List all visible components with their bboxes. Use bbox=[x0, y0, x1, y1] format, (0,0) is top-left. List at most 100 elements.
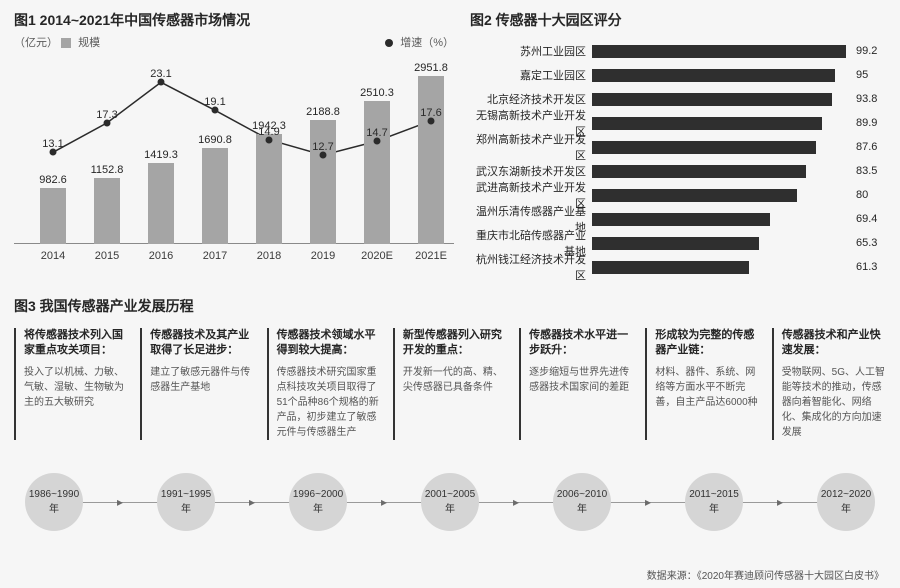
arrow-icon: ▸ bbox=[777, 495, 783, 509]
arrow-icon: ▸ bbox=[117, 495, 123, 509]
ranking-value: 89.9 bbox=[856, 117, 890, 129]
timeline-axis: 1986~1990年 ▸ 1991~1995年 ▸ 1996~2000年 ▸ 2001~20… bbox=[14, 466, 886, 538]
ranking-label: 苏州工业园区 bbox=[470, 43, 592, 59]
timeline-node: 2001~2005年 bbox=[421, 473, 479, 531]
chart1-x-label: 2021E bbox=[404, 250, 458, 262]
ranking-value: 95 bbox=[856, 69, 890, 81]
ranking-value: 69.4 bbox=[856, 213, 890, 225]
timeline-panel: 图3 我国传感器产业发展历程 将传感器技术列入国家重点攻关项目：投入了以机械、力… bbox=[14, 296, 886, 566]
ranking-value: 61.3 bbox=[856, 261, 890, 273]
timeline-bubble: 1996~2000年 bbox=[289, 473, 347, 531]
timeline-card-body: 材料、器件、系统、网络等方面水平不断完善，自主产品达6000种 bbox=[655, 365, 759, 410]
timeline-node: 1986~1990年 bbox=[25, 473, 83, 531]
chart1-point-label: 23.1 bbox=[150, 68, 171, 80]
data-source: 数据来源：《2020年赛迪顾问传感器十大园区白皮书》 bbox=[647, 567, 884, 582]
ranking-bar bbox=[592, 189, 797, 202]
timeline-card: 传感器技术和产业快速发展：受物联网、5G、人工智能等技术的推动，传感器向着智能化… bbox=[772, 328, 886, 440]
timeline-card: 传感器技术领域水平得到较大提高：传感器技术研究国家重点科技攻关项目取得了51个品… bbox=[267, 328, 381, 440]
chart2-title: 图2 传感器十大园区评分 bbox=[470, 10, 890, 30]
ranking-bar bbox=[592, 261, 749, 274]
chart1-bar bbox=[310, 120, 336, 244]
chart1-x-label: 2020E bbox=[350, 250, 404, 262]
chart1-title: 图1 2014~2021年中国传感器市场情况 bbox=[14, 10, 454, 30]
timeline-card-body: 传感器技术研究国家重点科技攻关项目取得了51个品种86个规格的新产品，初步建立了… bbox=[277, 365, 381, 440]
timeline-bubble: 1991~1995年 bbox=[157, 473, 215, 531]
chart1-plot: 982.6201413.11152.8201517.31419.3201623.… bbox=[14, 62, 454, 262]
ranking-bar bbox=[592, 117, 822, 130]
ranking-bar bbox=[592, 45, 846, 58]
timeline-card-head: 形成较为完整的传感器产业链： bbox=[655, 328, 759, 359]
timeline-card-head: 传感器技术及其产业取得了长足进步： bbox=[150, 328, 254, 359]
ranking-track bbox=[592, 213, 850, 226]
arrow-icon: ▸ bbox=[381, 495, 387, 509]
chart1-bar-label: 982.6 bbox=[26, 174, 80, 186]
chart1-point-label: 17.3 bbox=[96, 109, 117, 121]
ranking-row: 苏州工业园区99.2 bbox=[470, 40, 890, 62]
chart1-yunit: （亿元） bbox=[14, 37, 58, 49]
timeline-node: 2011~2015年 bbox=[685, 473, 743, 531]
chart1-legend-row: （亿元） 规模 增速（%） bbox=[14, 34, 454, 50]
ranking-value: 80 bbox=[856, 189, 890, 201]
ranking-label: 武汉东湖新技术开发区 bbox=[470, 163, 592, 179]
ranking-row: 郑州高新技术产业开发区87.6 bbox=[470, 136, 890, 158]
chart1-x-label: 2017 bbox=[188, 250, 242, 262]
timeline-bubble: 1986~1990年 bbox=[25, 473, 83, 531]
chart1-bar-label: 1690.8 bbox=[188, 134, 242, 146]
ranking-track bbox=[592, 237, 850, 250]
timeline-card-head: 将传感器技术列入国家重点攻关项目： bbox=[24, 328, 128, 359]
timeline-card-head: 传感器技术水平进一步跃升： bbox=[529, 328, 633, 359]
chart1-x-label: 2016 bbox=[134, 250, 188, 262]
chart1-bar-label: 2188.8 bbox=[296, 106, 350, 118]
chart1-point-label: 13.1 bbox=[42, 138, 63, 150]
ranking-bar bbox=[592, 141, 816, 154]
park-ranking-panel: 图2 传感器十大园区评分 苏州工业园区99.2嘉定工业园区95北京经济技术开发区… bbox=[470, 10, 890, 270]
ranking-bar bbox=[592, 69, 835, 82]
timeline-card: 传感器技术水平进一步跃升：逐步缩短与世界先进传感器技术国家间的差距 bbox=[519, 328, 633, 440]
chart1-bar-label: 1419.3 bbox=[134, 149, 188, 161]
timeline-bubble: 2012~2020年 bbox=[817, 473, 875, 531]
ranking-bar bbox=[592, 165, 806, 178]
market-chart-panel: 图1 2014~2021年中国传感器市场情况 （亿元） 规模 增速（%） 982… bbox=[14, 10, 454, 270]
ranking-value: 93.8 bbox=[856, 93, 890, 105]
chart1-bar bbox=[94, 178, 120, 244]
ranking-track bbox=[592, 45, 850, 58]
ranking-bar bbox=[592, 237, 759, 250]
chart1-right-legend: 增速（%） bbox=[385, 34, 454, 50]
ranking-track bbox=[592, 165, 850, 178]
timeline-card-head: 新型传感器列入研究开发的重点： bbox=[403, 328, 507, 359]
chart1-bar bbox=[40, 188, 66, 244]
timeline-card-head: 传感器技术和产业快速发展： bbox=[782, 328, 886, 359]
chart1-bar bbox=[256, 134, 282, 244]
chart1-x-label: 2018 bbox=[242, 250, 296, 262]
ranking-value: 65.3 bbox=[856, 237, 890, 249]
timeline-node: 2006~2010年 bbox=[553, 473, 611, 531]
ranking-track bbox=[592, 189, 850, 202]
timeline-bubble: 2011~2015年 bbox=[685, 473, 743, 531]
chart1-point-label: 12.7 bbox=[312, 141, 333, 153]
chart1-bar bbox=[148, 163, 174, 244]
ranking-value: 87.6 bbox=[856, 141, 890, 153]
chart1-bar-legend: 规模 bbox=[78, 37, 100, 49]
timeline-bubble: 2006~2010年 bbox=[553, 473, 611, 531]
chart1-line-legend: 增速（%） bbox=[400, 37, 454, 49]
chart3-title: 图3 我国传感器产业发展历程 bbox=[14, 296, 886, 316]
ranking-label: 杭州钱江经济技术开发区 bbox=[470, 251, 592, 283]
timeline-card-body: 建立了敏感元器件与传感器生产基地 bbox=[150, 365, 254, 395]
ranking-track bbox=[592, 117, 850, 130]
timeline-card: 传感器技术及其产业取得了长足进步： 建立了敏感元器件与传感器生产基地 bbox=[140, 328, 254, 440]
chart1-bar bbox=[364, 101, 390, 244]
chart1-bar bbox=[202, 148, 228, 244]
ranking-label: 嘉定工业园区 bbox=[470, 67, 592, 83]
ranking-track bbox=[592, 261, 850, 274]
line-dot-icon bbox=[385, 39, 393, 47]
chart1-x-label: 2014 bbox=[26, 250, 80, 262]
arrow-icon: ▸ bbox=[513, 495, 519, 509]
chart1-point-label: 17.6 bbox=[420, 107, 441, 119]
chart1-point-label: 14.7 bbox=[366, 127, 387, 139]
bar-swatch-icon bbox=[61, 38, 71, 48]
chart1-bar bbox=[418, 76, 444, 244]
chart1-left-legend: （亿元） 规模 bbox=[14, 34, 100, 50]
chart2-plot: 苏州工业园区99.2嘉定工业园区95北京经济技术开发区93.8无锡高新技术产业开… bbox=[470, 40, 890, 278]
timeline-card: 形成较为完整的传感器产业链： 材料、器件、系统、网络等方面水平不断完善，自主产品达… bbox=[645, 328, 759, 440]
chart1-bar-label: 2951.8 bbox=[404, 62, 458, 74]
